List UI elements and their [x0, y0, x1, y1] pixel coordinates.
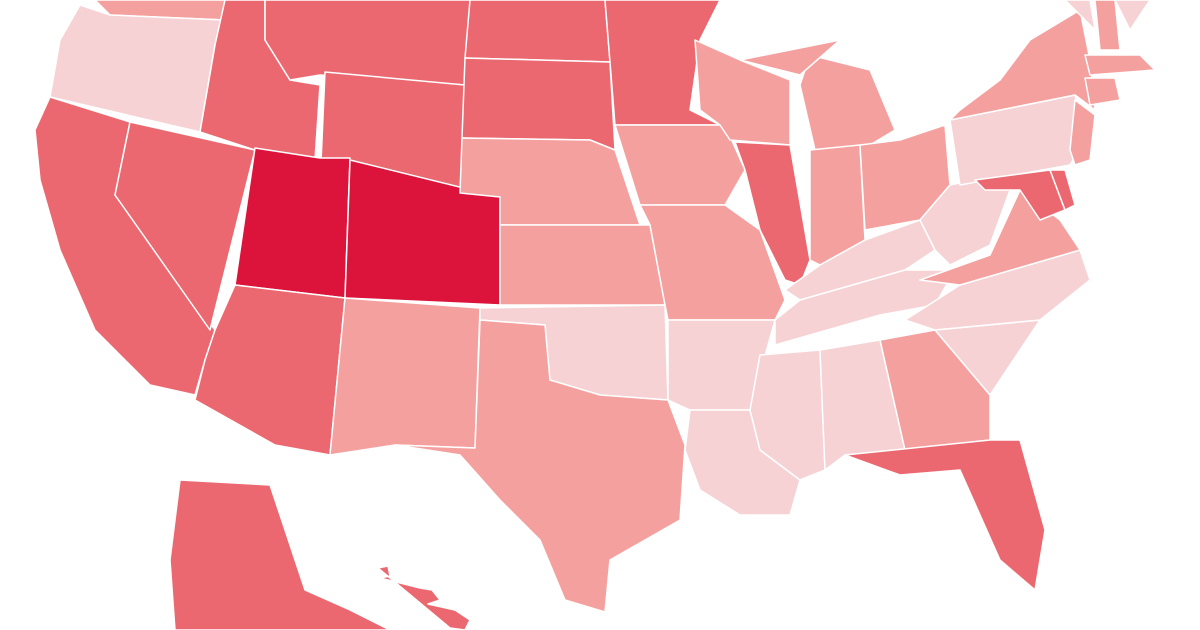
state — [694, 39, 791, 146]
state — [394, 319, 686, 613]
state — [264, 0, 471, 86]
state — [739, 39, 841, 76]
state — [1084, 77, 1121, 106]
state — [1084, 54, 1156, 76]
state — [114, 121, 256, 331]
state — [169, 479, 391, 630]
state — [799, 54, 896, 151]
state — [919, 179, 1011, 266]
state — [774, 269, 956, 346]
state — [1114, 0, 1151, 31]
state — [1064, 0, 1096, 31]
state — [234, 147, 351, 299]
state — [614, 124, 746, 206]
state — [499, 224, 666, 306]
state — [1069, 99, 1096, 166]
state — [329, 297, 481, 456]
state — [1049, 169, 1076, 211]
state — [194, 284, 346, 456]
state — [844, 439, 1046, 591]
state — [734, 141, 811, 286]
state — [604, 0, 721, 126]
state — [461, 57, 616, 151]
state — [879, 329, 991, 451]
state — [464, 0, 611, 63]
state — [377, 565, 471, 630]
states — [34, 0, 1156, 630]
state — [1094, 0, 1121, 51]
